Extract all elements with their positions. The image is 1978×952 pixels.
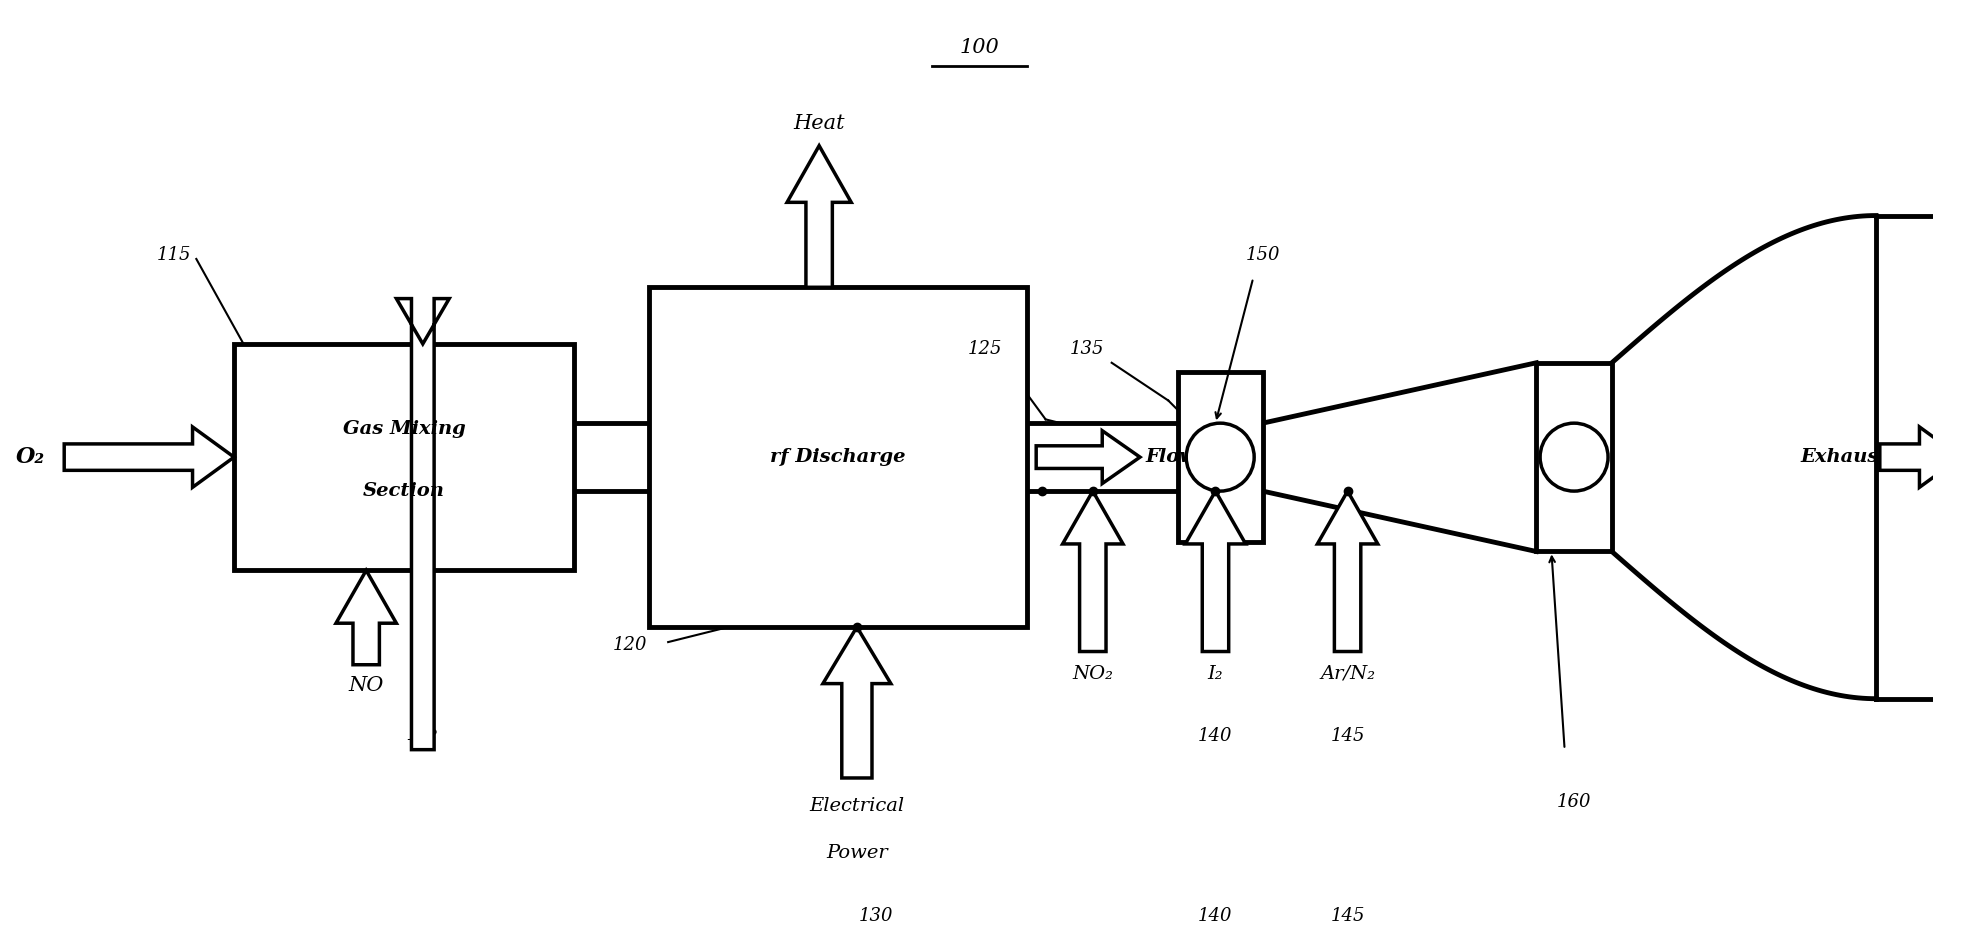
Polygon shape (1879, 426, 1960, 487)
Text: Ar/N₂: Ar/N₂ (1319, 664, 1375, 683)
Bar (649, 288, 1027, 627)
Circle shape (1187, 423, 1254, 491)
Text: Exhaust: Exhaust (1800, 448, 1887, 466)
Text: 115: 115 (156, 246, 192, 264)
Text: rf Discharge: rf Discharge (769, 448, 906, 466)
Text: 125: 125 (967, 340, 1003, 358)
Bar (1537, 363, 1612, 551)
Text: 100: 100 (959, 38, 999, 57)
Text: 140: 140 (1199, 907, 1232, 925)
Text: 120: 120 (613, 637, 647, 654)
Text: 135: 135 (1070, 340, 1104, 358)
Polygon shape (336, 570, 396, 664)
Polygon shape (1317, 491, 1379, 651)
Text: 145: 145 (1331, 907, 1365, 925)
Text: Section: Section (364, 482, 445, 500)
Text: 145: 145 (1331, 727, 1365, 745)
Text: 140: 140 (1199, 727, 1232, 745)
Text: 160: 160 (1557, 793, 1592, 811)
Text: Power: Power (827, 844, 888, 862)
Text: Electrical: Electrical (809, 797, 904, 815)
Polygon shape (63, 426, 233, 487)
Polygon shape (1185, 491, 1246, 651)
Polygon shape (396, 299, 449, 749)
Polygon shape (787, 146, 851, 288)
Bar (233, 344, 574, 570)
Text: Heat: Heat (793, 113, 845, 132)
Text: NO₂: NO₂ (1072, 664, 1114, 683)
Polygon shape (1036, 430, 1139, 484)
Text: NO: NO (348, 676, 384, 695)
Circle shape (1541, 423, 1608, 491)
Polygon shape (1062, 491, 1124, 651)
Text: O₂: O₂ (16, 446, 45, 468)
Text: 150: 150 (1246, 246, 1280, 264)
Text: Gas Mixing: Gas Mixing (342, 420, 465, 438)
Text: 130: 130 (858, 907, 892, 925)
Text: Flow: Flow (1145, 448, 1197, 466)
Text: He: He (407, 725, 437, 744)
Polygon shape (823, 627, 890, 778)
Bar (1177, 372, 1262, 542)
Text: I₂: I₂ (1209, 664, 1222, 683)
